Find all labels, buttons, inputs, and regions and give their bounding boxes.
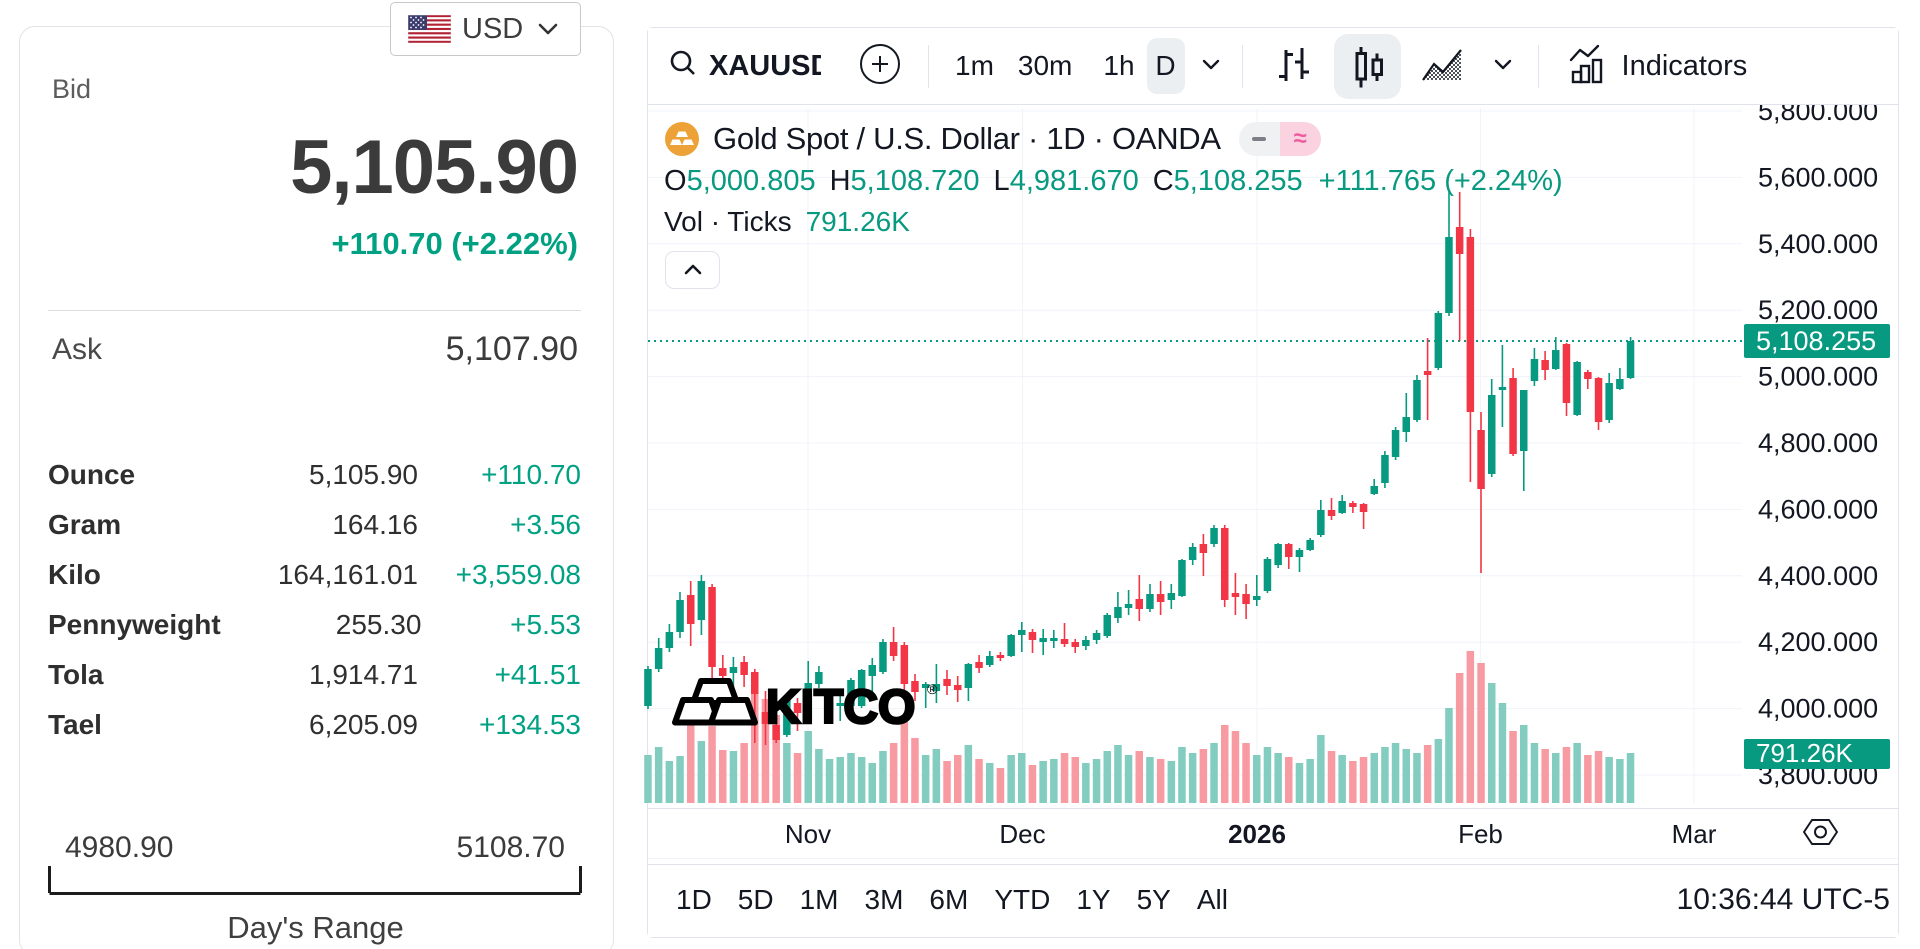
svg-text:®: ® bbox=[927, 681, 938, 697]
svg-text:791.26K: 791.26K bbox=[1756, 738, 1854, 768]
svg-text:4,400.000: 4,400.000 bbox=[1758, 561, 1878, 591]
svg-text:KITCO: KITCO bbox=[766, 681, 915, 734]
svg-text:Feb: Feb bbox=[1458, 819, 1503, 849]
svg-text:4,800.000: 4,800.000 bbox=[1758, 428, 1878, 458]
svg-text:Dec: Dec bbox=[999, 819, 1045, 849]
svg-text:5,600.000: 5,600.000 bbox=[1758, 162, 1878, 192]
svg-text:Nov: Nov bbox=[785, 819, 831, 849]
svg-text:4,000.000: 4,000.000 bbox=[1758, 694, 1878, 724]
svg-text:2026: 2026 bbox=[1228, 819, 1286, 849]
svg-text:Mar: Mar bbox=[1672, 819, 1717, 849]
svg-text:5,000.000: 5,000.000 bbox=[1758, 362, 1878, 392]
svg-text:5,400.000: 5,400.000 bbox=[1758, 229, 1878, 259]
svg-text:4,600.000: 4,600.000 bbox=[1758, 494, 1878, 524]
svg-text:5,200.000: 5,200.000 bbox=[1758, 295, 1878, 325]
svg-text:4,200.000: 4,200.000 bbox=[1758, 627, 1878, 657]
svg-text:5,108.255: 5,108.255 bbox=[1756, 326, 1876, 356]
